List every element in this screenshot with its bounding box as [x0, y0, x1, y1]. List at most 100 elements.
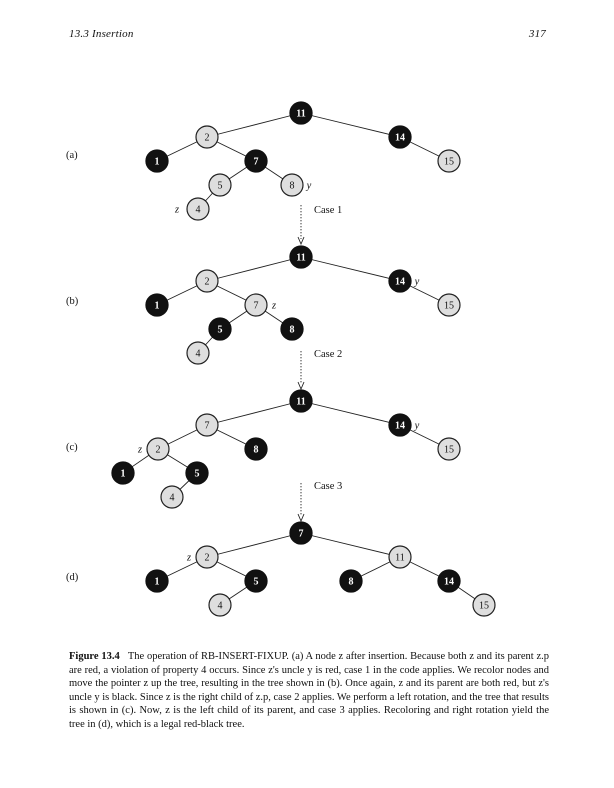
node-key: 1: [121, 469, 126, 480]
tree-panel: (a) 11 2 14 1 7 15 5 8 y 4 z: [66, 101, 461, 221]
red-tree-node: 4: [208, 593, 232, 617]
node-circle: [160, 485, 184, 509]
tree-edge: [300, 400, 401, 426]
node-key: 5: [254, 577, 259, 588]
red-tree-node: 8: [280, 173, 304, 197]
node-circle: [289, 101, 313, 125]
black-tree-node: 14: [388, 413, 412, 437]
panel-label: (c): [66, 442, 78, 453]
node-circle: [244, 569, 268, 593]
node-circle: [388, 545, 412, 569]
black-tree-node: 14: [437, 569, 461, 593]
pointer-tag: z: [174, 205, 179, 216]
pointer-tag: z: [186, 553, 191, 564]
node-circle: [185, 461, 209, 485]
red-tree-node: 2: [146, 437, 170, 461]
node-circle: [145, 293, 169, 317]
node-key: 7: [254, 301, 259, 312]
node-circle: [437, 149, 461, 173]
running-header-section: 13.3 Insertion: [69, 28, 134, 40]
tree-edge: [206, 532, 302, 558]
red-tree-node: 2: [195, 545, 219, 569]
node-circle: [280, 173, 304, 197]
node-key: 15: [479, 601, 489, 612]
pointer-tag: y: [414, 277, 420, 288]
node-circle: [208, 173, 232, 197]
case-label: Case 1: [314, 205, 342, 216]
black-tree-node: 8: [280, 317, 304, 341]
node-key: 2: [205, 553, 210, 564]
black-tree-node: 14: [388, 125, 412, 149]
node-circle: [437, 437, 461, 461]
red-tree-node: 2: [195, 125, 219, 149]
node-circle: [289, 245, 313, 269]
node-circle: [208, 317, 232, 341]
panel-label: (b): [66, 296, 79, 307]
red-tree-node: 15: [437, 149, 461, 173]
black-tree-node: 7: [244, 149, 268, 173]
node-key: 4: [170, 493, 175, 504]
tree-edge: [206, 400, 302, 426]
node-circle: [244, 149, 268, 173]
node-circle: [472, 593, 496, 617]
panel-label: (a): [66, 150, 78, 161]
node-circle: [186, 341, 210, 365]
tree-panel: (b) 11 2 14 y 1 7 z 15 5 8 4: [66, 245, 461, 365]
node-circle: [195, 125, 219, 149]
tree-panel: (c)117 14 y2z 8 151 54: [66, 389, 461, 509]
node-circle: [145, 569, 169, 593]
pointer-tag: y: [306, 181, 312, 192]
node-key: 14: [444, 577, 454, 588]
tree-edge: [206, 256, 302, 282]
black-tree-node: 1: [111, 461, 135, 485]
node-circle: [195, 269, 219, 293]
node-key: 5: [218, 181, 223, 192]
red-tree-node: 2: [195, 269, 219, 293]
node-circle: [244, 437, 268, 461]
arrow-down-icon: [297, 236, 305, 246]
black-tree-node: 11: [289, 101, 313, 125]
node-circle: [388, 269, 412, 293]
red-tree-node: 7: [195, 413, 219, 437]
figure-caption-label: Figure 13.4: [69, 651, 120, 662]
node-key: 14: [395, 133, 405, 144]
node-key: 14: [395, 421, 405, 432]
node-key: 2: [205, 277, 210, 288]
node-circle: [111, 461, 135, 485]
red-tree-node: 15: [437, 293, 461, 317]
node-key: 15: [444, 157, 454, 168]
case-label: Case 2: [314, 349, 342, 360]
node-key: 4: [196, 349, 201, 360]
node-key: 1: [155, 577, 160, 588]
node-circle: [339, 569, 363, 593]
node-key: 1: [155, 301, 160, 312]
node-key: 4: [196, 205, 201, 216]
node-key: 11: [296, 253, 305, 264]
panel-label: (d): [66, 572, 79, 583]
node-circle: [186, 197, 210, 221]
node-key: 15: [444, 301, 454, 312]
node-key: 15: [444, 445, 454, 456]
case-transition: Case 2: [297, 349, 342, 391]
arrow-down-icon: [297, 513, 305, 523]
red-tree-node: 15: [437, 437, 461, 461]
node-key: 7: [299, 529, 304, 540]
black-tree-node: 5: [185, 461, 209, 485]
node-circle: [280, 317, 304, 341]
node-circle: [437, 569, 461, 593]
black-tree-node: 1: [145, 569, 169, 593]
node-circle: [437, 293, 461, 317]
node-key: 7: [205, 421, 210, 432]
black-tree-node: 7: [289, 521, 313, 545]
case-label: Case 3: [314, 481, 342, 492]
node-key: 2: [156, 445, 161, 456]
figure-caption: Figure 13.4 The operation of RB-INSERT-F…: [69, 650, 549, 732]
black-tree-node: 5: [208, 317, 232, 341]
node-key: 2: [205, 133, 210, 144]
case-transition: Case 3: [297, 481, 342, 523]
tree-edge: [300, 112, 401, 138]
black-tree-node: 1: [145, 149, 169, 173]
node-key: 8: [290, 325, 295, 336]
node-circle: [195, 545, 219, 569]
